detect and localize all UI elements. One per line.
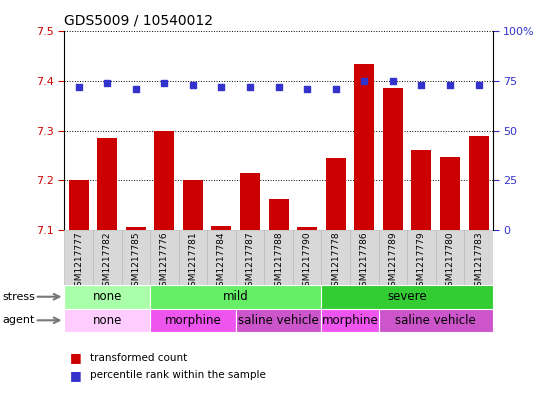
Text: GSM1217787: GSM1217787: [245, 231, 255, 292]
Point: [331, 86, 340, 92]
Bar: [212, 226, 231, 230]
Point: [360, 78, 368, 84]
Text: GSM1217790: GSM1217790: [302, 231, 312, 292]
Bar: [469, 136, 488, 230]
Bar: [326, 158, 346, 230]
Point: [474, 82, 483, 88]
Point: [417, 82, 426, 88]
Text: morphine: morphine: [165, 314, 221, 327]
Bar: [93, 230, 122, 285]
Text: none: none: [92, 314, 122, 327]
Text: GSM1217784: GSM1217784: [217, 231, 226, 292]
Bar: [122, 230, 150, 285]
Text: saline vehicle: saline vehicle: [395, 314, 476, 327]
Bar: [436, 230, 464, 285]
Point: [131, 86, 140, 92]
Bar: [155, 130, 174, 230]
Text: stress: stress: [3, 292, 36, 302]
Bar: [207, 230, 236, 285]
Text: GSM1217785: GSM1217785: [131, 231, 141, 292]
Bar: [293, 230, 321, 285]
Text: GSM1217789: GSM1217789: [388, 231, 398, 292]
Bar: [240, 173, 260, 230]
Point: [388, 78, 397, 84]
Bar: [236, 309, 321, 332]
Text: GSM1217783: GSM1217783: [474, 231, 483, 292]
Bar: [150, 285, 321, 309]
Bar: [179, 230, 207, 285]
Point: [188, 82, 198, 88]
Text: ■: ■: [70, 351, 82, 364]
Bar: [64, 285, 150, 309]
Text: GSM1217777: GSM1217777: [74, 231, 83, 292]
Bar: [407, 230, 436, 285]
Point: [274, 84, 283, 90]
Text: GSM1217786: GSM1217786: [360, 231, 369, 292]
Bar: [412, 149, 431, 230]
Bar: [464, 230, 493, 285]
Bar: [379, 230, 407, 285]
Bar: [150, 309, 236, 332]
Bar: [297, 228, 317, 230]
Point: [217, 84, 226, 90]
Text: transformed count: transformed count: [90, 353, 187, 363]
Bar: [64, 230, 93, 285]
Point: [160, 80, 169, 86]
Bar: [126, 228, 146, 230]
Text: mild: mild: [223, 290, 249, 303]
Bar: [150, 230, 179, 285]
Bar: [69, 180, 88, 230]
Text: GSM1217780: GSM1217780: [445, 231, 455, 292]
Text: severe: severe: [388, 290, 427, 303]
Text: GSM1217779: GSM1217779: [417, 231, 426, 292]
Bar: [236, 230, 264, 285]
Text: GSM1217782: GSM1217782: [102, 231, 112, 292]
Point: [302, 86, 311, 92]
Point: [74, 84, 83, 90]
Bar: [440, 157, 460, 230]
Bar: [354, 64, 374, 230]
Bar: [97, 138, 117, 230]
Text: saline vehicle: saline vehicle: [238, 314, 319, 327]
Text: GSM1217778: GSM1217778: [331, 231, 340, 292]
Bar: [264, 230, 293, 285]
Bar: [321, 230, 350, 285]
Text: morphine: morphine: [321, 314, 379, 327]
Text: ■: ■: [70, 369, 82, 382]
Text: none: none: [92, 290, 122, 303]
Bar: [321, 309, 379, 332]
Bar: [350, 230, 379, 285]
Point: [245, 84, 254, 90]
Text: GSM1217781: GSM1217781: [188, 231, 198, 292]
Bar: [183, 180, 203, 230]
Bar: [379, 309, 493, 332]
Text: GSM1217788: GSM1217788: [274, 231, 283, 292]
Point: [446, 82, 455, 88]
Point: [103, 80, 112, 86]
Text: percentile rank within the sample: percentile rank within the sample: [90, 370, 265, 380]
Bar: [64, 309, 150, 332]
Bar: [269, 198, 288, 230]
Text: GDS5009 / 10540012: GDS5009 / 10540012: [64, 13, 213, 28]
Text: agent: agent: [3, 315, 35, 325]
Bar: [321, 285, 493, 309]
Bar: [383, 88, 403, 230]
Text: GSM1217776: GSM1217776: [160, 231, 169, 292]
